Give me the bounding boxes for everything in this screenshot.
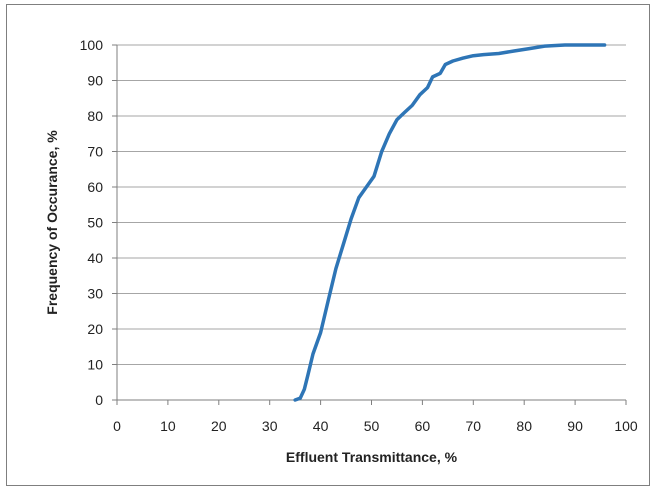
- x-tick-label-70: 70: [466, 418, 482, 434]
- series-layer: [293, 43, 607, 402]
- gridlines: [117, 44, 626, 365]
- series-line-0: [293, 43, 607, 402]
- x-tick-label-50: 50: [364, 418, 380, 434]
- x-tick-label-10: 10: [160, 418, 176, 434]
- y-axis-title: Frequency of Occurance, %: [44, 130, 60, 315]
- x-tick-label-30: 30: [262, 418, 278, 434]
- x-axis-title: Effluent Transmittance, %: [286, 449, 458, 465]
- x-tick-label-90: 90: [567, 418, 583, 434]
- y-tick-label-60: 60: [87, 179, 103, 195]
- x-tick-label-60: 60: [415, 418, 431, 434]
- y-tick-label-20: 20: [87, 321, 103, 337]
- y-tick-label-70: 70: [87, 144, 103, 160]
- y-tick-label-10: 10: [87, 357, 103, 373]
- x-tick-labels: 0 10 20 30 40 50 60 70 80 90 100: [113, 418, 638, 434]
- y-tick-label-30: 30: [87, 286, 103, 302]
- x-tick-label-0: 0: [113, 418, 121, 434]
- y-tick-label-80: 80: [87, 108, 103, 124]
- x-tick-label-80: 80: [516, 418, 532, 434]
- x-tick-label-100: 100: [614, 418, 638, 434]
- y-tick-label-100: 100: [80, 37, 104, 53]
- axes: [112, 44, 627, 405]
- y-tick-label-0: 0: [95, 392, 103, 408]
- chart-frame: [6, 4, 650, 486]
- y-tick-label-50: 50: [87, 215, 103, 231]
- y-tick-label-90: 90: [87, 73, 103, 89]
- x-tick-label-40: 40: [313, 418, 329, 434]
- y-tick-labels: 0 10 20 30 40 50 60 70 80 90 100: [80, 37, 104, 408]
- x-tick-label-20: 20: [211, 418, 227, 434]
- y-tick-label-40: 40: [87, 250, 103, 266]
